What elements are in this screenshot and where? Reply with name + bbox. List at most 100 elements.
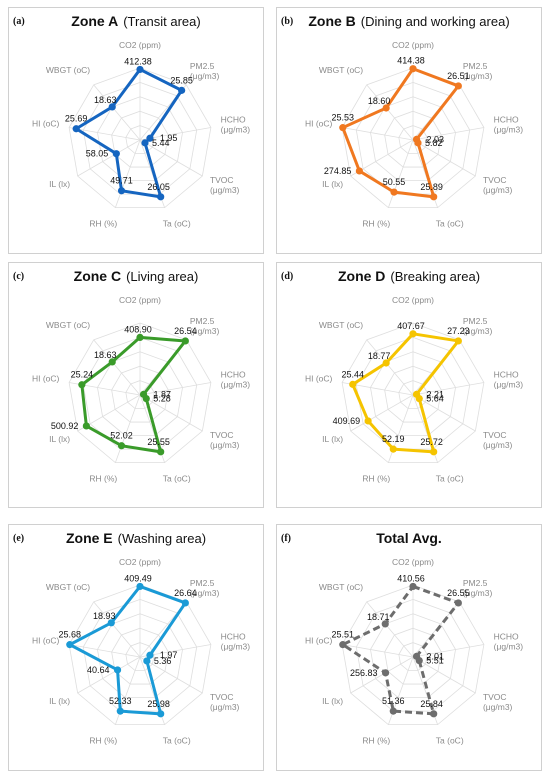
- value-label: 409.49: [124, 573, 152, 583]
- chart-title: Zone D (Breaking area): [338, 268, 480, 284]
- value-label: 18.60: [368, 96, 391, 106]
- data-point: [107, 619, 115, 627]
- grid-ring: [97, 351, 183, 436]
- chart-title-area: (Breaking area): [390, 269, 480, 284]
- value-label: 25.98: [147, 699, 170, 709]
- value-label: 414.38: [397, 56, 425, 66]
- axis-label: RH (%): [362, 219, 390, 229]
- axis-label: TVOC (μg/m3): [483, 692, 513, 712]
- axis-label: HI (oC): [305, 373, 333, 383]
- radar-chart: (c) Zone C (Living area) CO2 (ppm) PM2.5 (μg/…: [13, 268, 251, 484]
- axis-label: WBGT (oC): [46, 320, 90, 330]
- data-point: [108, 358, 116, 366]
- radar-chart: (b) Zone B (Dining and working area) CO2 (p…: [281, 13, 523, 229]
- grid-ring: [111, 110, 169, 168]
- grid-ring: [111, 627, 169, 685]
- value-label: 25.72: [420, 437, 443, 447]
- axis-label: CO2 (ppm): [119, 557, 161, 567]
- value-label: 49.71: [110, 176, 133, 186]
- data-point: [430, 448, 438, 456]
- axis-label: CO2 (ppm): [392, 557, 434, 567]
- axis-label: HI (oC): [32, 118, 60, 128]
- value-label: 26.54: [174, 326, 197, 336]
- axis-label: RH (%): [362, 736, 390, 746]
- panel-label: (d): [281, 271, 293, 282]
- axis-label: PM2.5 (μg/m3): [463, 578, 493, 598]
- grid-ring: [68, 584, 212, 726]
- axis-label: IL (lx): [49, 179, 70, 189]
- value-label: 25.44: [341, 369, 364, 379]
- axis-label: WBGT (oC): [46, 65, 90, 75]
- axis-label: HCHO (μg/m3): [221, 114, 251, 134]
- data-point: [78, 381, 86, 389]
- value-label: 274.85: [324, 166, 352, 176]
- value-label: 27.23: [447, 326, 470, 336]
- value-label: 40.64: [87, 665, 110, 675]
- panel-label: (a): [13, 16, 25, 27]
- data-point: [157, 710, 165, 718]
- chart-title-area: (Living area): [126, 269, 198, 284]
- data-point: [142, 395, 150, 403]
- axis-spoke: [114, 394, 141, 463]
- chart-title: Zone C (Living area): [74, 268, 199, 284]
- data-point: [454, 82, 462, 90]
- data-point: [355, 167, 363, 175]
- value-label: 500.92: [51, 421, 79, 431]
- value-label: 18.93: [93, 611, 116, 621]
- value-label: 26.05: [147, 182, 170, 192]
- chart-title-zone: Zone E: [66, 530, 113, 546]
- axis-spoke: [77, 656, 141, 694]
- axis-label: TVOC (μg/m3): [483, 430, 513, 450]
- axis-spoke: [69, 127, 141, 141]
- data-point: [178, 86, 186, 94]
- grid-ring: [370, 613, 456, 698]
- data-point: [157, 448, 165, 456]
- radar-chart: (f) Total Avg. CO2 (ppm) PM2.5 (μg/m3) HCHO (μ…: [281, 530, 524, 746]
- data-point: [113, 666, 122, 674]
- data-point: [117, 187, 126, 195]
- panel-zone-d: (d) Zone D (Breaking area) CO2 (ppm) PM2.5 (μ…: [276, 262, 542, 508]
- chart-title: Zone A (Transit area): [71, 13, 200, 29]
- axis-label: HCHO (μg/m3): [221, 369, 251, 389]
- axis-spoke: [350, 656, 414, 694]
- series-line: [68, 584, 187, 716]
- axis-label: HCHO (μg/m3): [494, 631, 524, 651]
- value-label: 1.95: [160, 133, 178, 143]
- panel-total-avg: (f) Total Avg. CO2 (ppm) PM2.5 (μg/m3) HCHO (μ…: [276, 524, 542, 771]
- grid-ring: [384, 365, 442, 423]
- axis-spoke: [114, 139, 141, 208]
- value-label: 256.83: [350, 668, 378, 678]
- data-point: [415, 657, 423, 665]
- grid-ring: [341, 67, 485, 209]
- value-label: 25.89: [420, 182, 443, 192]
- axis-label: TVOC (μg/m3): [210, 175, 240, 195]
- axis-spoke: [139, 656, 203, 694]
- chart-title-zone: Zone C: [74, 268, 121, 284]
- axis-spoke: [412, 656, 476, 694]
- data-point: [389, 445, 397, 453]
- panel-label: (e): [13, 533, 24, 544]
- axis-label: Ta (oC): [436, 736, 464, 746]
- data-point: [66, 641, 74, 649]
- panel-zone-e: (e) Zone E (Washing area) CO2 (ppm) PM2.5 (μg…: [8, 524, 264, 771]
- axis-spoke: [342, 127, 414, 141]
- data-point: [181, 337, 189, 345]
- axis-label: Ta (oC): [163, 474, 191, 484]
- grid-ring: [384, 627, 442, 685]
- axis-label: PM2.5 (μg/m3): [190, 316, 220, 336]
- data-point: [116, 707, 124, 715]
- axis-label: PM2.5 (μg/m3): [190, 578, 220, 598]
- value-label: 18.63: [94, 95, 117, 105]
- axis-label: Ta (oC): [436, 474, 464, 484]
- data-point: [136, 65, 144, 74]
- radar-chart: (d) Zone D (Breaking area) CO2 (ppm) PM2.5 (μ…: [281, 268, 523, 484]
- axis-spoke: [412, 382, 484, 396]
- axis-label: Ta (oC): [436, 219, 464, 229]
- panel-label: (b): [281, 16, 293, 27]
- axis-spoke: [387, 139, 414, 208]
- axis-label: WBGT (oC): [319, 320, 363, 330]
- value-label: 5.28: [153, 394, 171, 404]
- data-point: [141, 139, 149, 147]
- grid-ring: [370, 96, 456, 181]
- chart-title: Zone E (Washing area): [66, 530, 206, 546]
